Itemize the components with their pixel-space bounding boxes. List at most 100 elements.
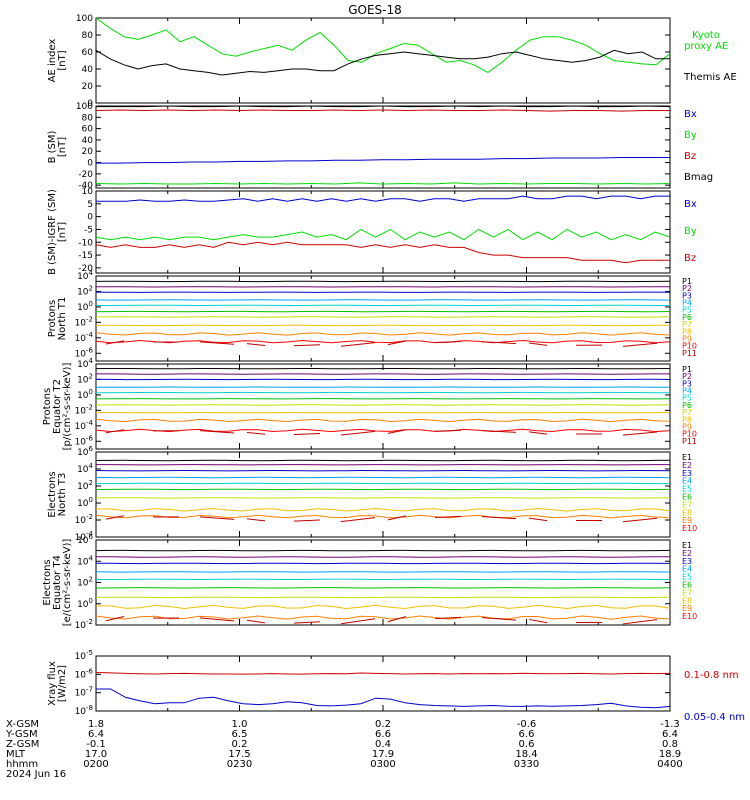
y-tick-label: 102 xyxy=(77,284,93,297)
y-tick-label: 10-2 xyxy=(75,403,93,416)
series-segment xyxy=(387,515,407,521)
y-tick-label: -10 xyxy=(78,238,93,248)
tick-x_gsm: 1.0 xyxy=(232,719,248,730)
y-tick-label: 10-4 xyxy=(75,419,94,432)
series-segment xyxy=(105,340,125,345)
legend-e7: E7 xyxy=(682,588,692,597)
y-tick-label: 10-2 xyxy=(75,513,93,526)
series-segment xyxy=(528,517,548,522)
tick-mlt: 18.9 xyxy=(659,749,681,760)
tick-mlt: 18.4 xyxy=(515,749,537,760)
series-segment xyxy=(246,431,266,435)
tick-mlt: 17.5 xyxy=(228,749,250,760)
series-segment xyxy=(528,342,548,346)
legend-xray-short: 0.05-0.4 nm xyxy=(684,712,745,723)
series-segment xyxy=(434,429,462,432)
tick-z_gsm: 0.8 xyxy=(662,739,678,750)
tick-z_gsm: 0.4 xyxy=(375,739,391,750)
series-segment xyxy=(246,619,266,624)
legend-p9: P9 xyxy=(682,422,692,431)
legend-e3: E3 xyxy=(682,469,692,478)
panel-b_sm_igrf: B (SM)-IGRF (SM)[nT] -20 -15 -10 -5 0 5 10 Bx By B… xyxy=(47,187,697,275)
series-segment xyxy=(481,341,517,345)
panel-xray: Xray flux[W/m2] 10-8 10-7 10-6 10-5 0.1-0.8 n… xyxy=(47,649,745,723)
y-tick-label: 104 xyxy=(77,462,93,475)
y-tick-label: 20 xyxy=(82,82,94,92)
legend-p4: P4 xyxy=(682,299,692,308)
tick-x_gsm: 0.2 xyxy=(375,719,391,730)
series-themis-ae xyxy=(95,49,670,76)
series-segment xyxy=(293,621,321,624)
tick-mlt: 17.9 xyxy=(372,749,394,760)
series-segment xyxy=(434,340,462,343)
legend-p9: P9 xyxy=(682,334,692,343)
legend-by: By xyxy=(684,226,697,237)
y-tick-label: 104 xyxy=(77,269,93,282)
y-tick-label: 60 xyxy=(82,48,94,58)
series-e8 xyxy=(96,604,671,610)
legend-e10: E10 xyxy=(682,612,697,621)
y-tick-label: 106 xyxy=(77,533,93,546)
legend-p7: P7 xyxy=(682,408,692,417)
series-segment xyxy=(246,518,266,522)
series-segment xyxy=(293,433,321,436)
legend-bx: Bx xyxy=(684,109,697,120)
legend-p3: P3 xyxy=(682,291,692,300)
series-by xyxy=(95,228,671,241)
tick-hhmm: 0200 xyxy=(83,759,108,770)
y-tick-label: 100 xyxy=(76,102,93,112)
legend-e1: E1 xyxy=(682,541,692,550)
y-tick-label: 104 xyxy=(77,554,93,567)
legend-e9: E9 xyxy=(682,516,692,525)
legend-e6: E6 xyxy=(682,581,692,590)
chart-title: GOES-18 xyxy=(348,3,402,17)
legend-e4: E4 xyxy=(682,565,692,574)
series-segment xyxy=(105,616,125,622)
legend-e1: E1 xyxy=(682,453,692,462)
series-segment xyxy=(434,515,462,518)
legend-bx: Bx xyxy=(684,199,697,210)
y-tick-label: 10-2 xyxy=(75,315,93,328)
legend-p1: P1 xyxy=(682,277,692,286)
y-tick-label: 40 xyxy=(82,136,94,146)
y-tick-label: 40 xyxy=(82,65,94,75)
legend-themis-ae: Themis AE xyxy=(683,72,737,83)
series-segment xyxy=(246,343,266,347)
legend-p10: P10 xyxy=(682,342,697,351)
legend-p10: P10 xyxy=(682,430,697,439)
tick-y_gsm: 6.4 xyxy=(662,729,678,740)
series-e9 xyxy=(95,514,671,519)
series-segment xyxy=(528,431,548,435)
y-tick-label: 0 xyxy=(87,159,93,169)
y-tick-label: 100 xyxy=(77,597,93,610)
legend-bz: Bz xyxy=(684,253,696,264)
series-p10 xyxy=(95,428,671,433)
tick-z_gsm: 0.2 xyxy=(232,739,248,750)
row-label-x-gsm: X-GSM xyxy=(6,719,39,730)
legend-p4: P4 xyxy=(682,387,692,396)
tick-mlt: 17.0 xyxy=(85,749,107,760)
y-tick-label: 106 xyxy=(77,445,93,458)
series-segment xyxy=(199,516,235,520)
legend-p8: P8 xyxy=(682,327,692,336)
y-tick-label: 100 xyxy=(77,496,93,509)
legend-p2: P2 xyxy=(682,284,692,293)
y-axis-label: ElectronsEquator T4[e/(cm²-s-sr-keV)] xyxy=(42,539,73,627)
legend-p1: P1 xyxy=(682,365,692,374)
panel-frame xyxy=(95,275,671,362)
y-tick-label: 20 xyxy=(82,147,94,157)
series-segment xyxy=(293,344,321,347)
tick-hhmm: 0300 xyxy=(370,759,395,770)
y-tick-label: 10-6 xyxy=(75,346,94,359)
legend-e2: E2 xyxy=(682,549,692,558)
legend-p7: P7 xyxy=(682,320,692,329)
series-segment xyxy=(622,431,658,436)
row-label-z-gsm: Z-GSM xyxy=(6,739,39,750)
tick-hhmm: 0230 xyxy=(227,759,252,770)
series-segment xyxy=(481,429,517,433)
series-segment xyxy=(340,430,376,436)
legend-e3: E3 xyxy=(682,557,692,566)
y-tick-label: -20 xyxy=(78,170,93,180)
